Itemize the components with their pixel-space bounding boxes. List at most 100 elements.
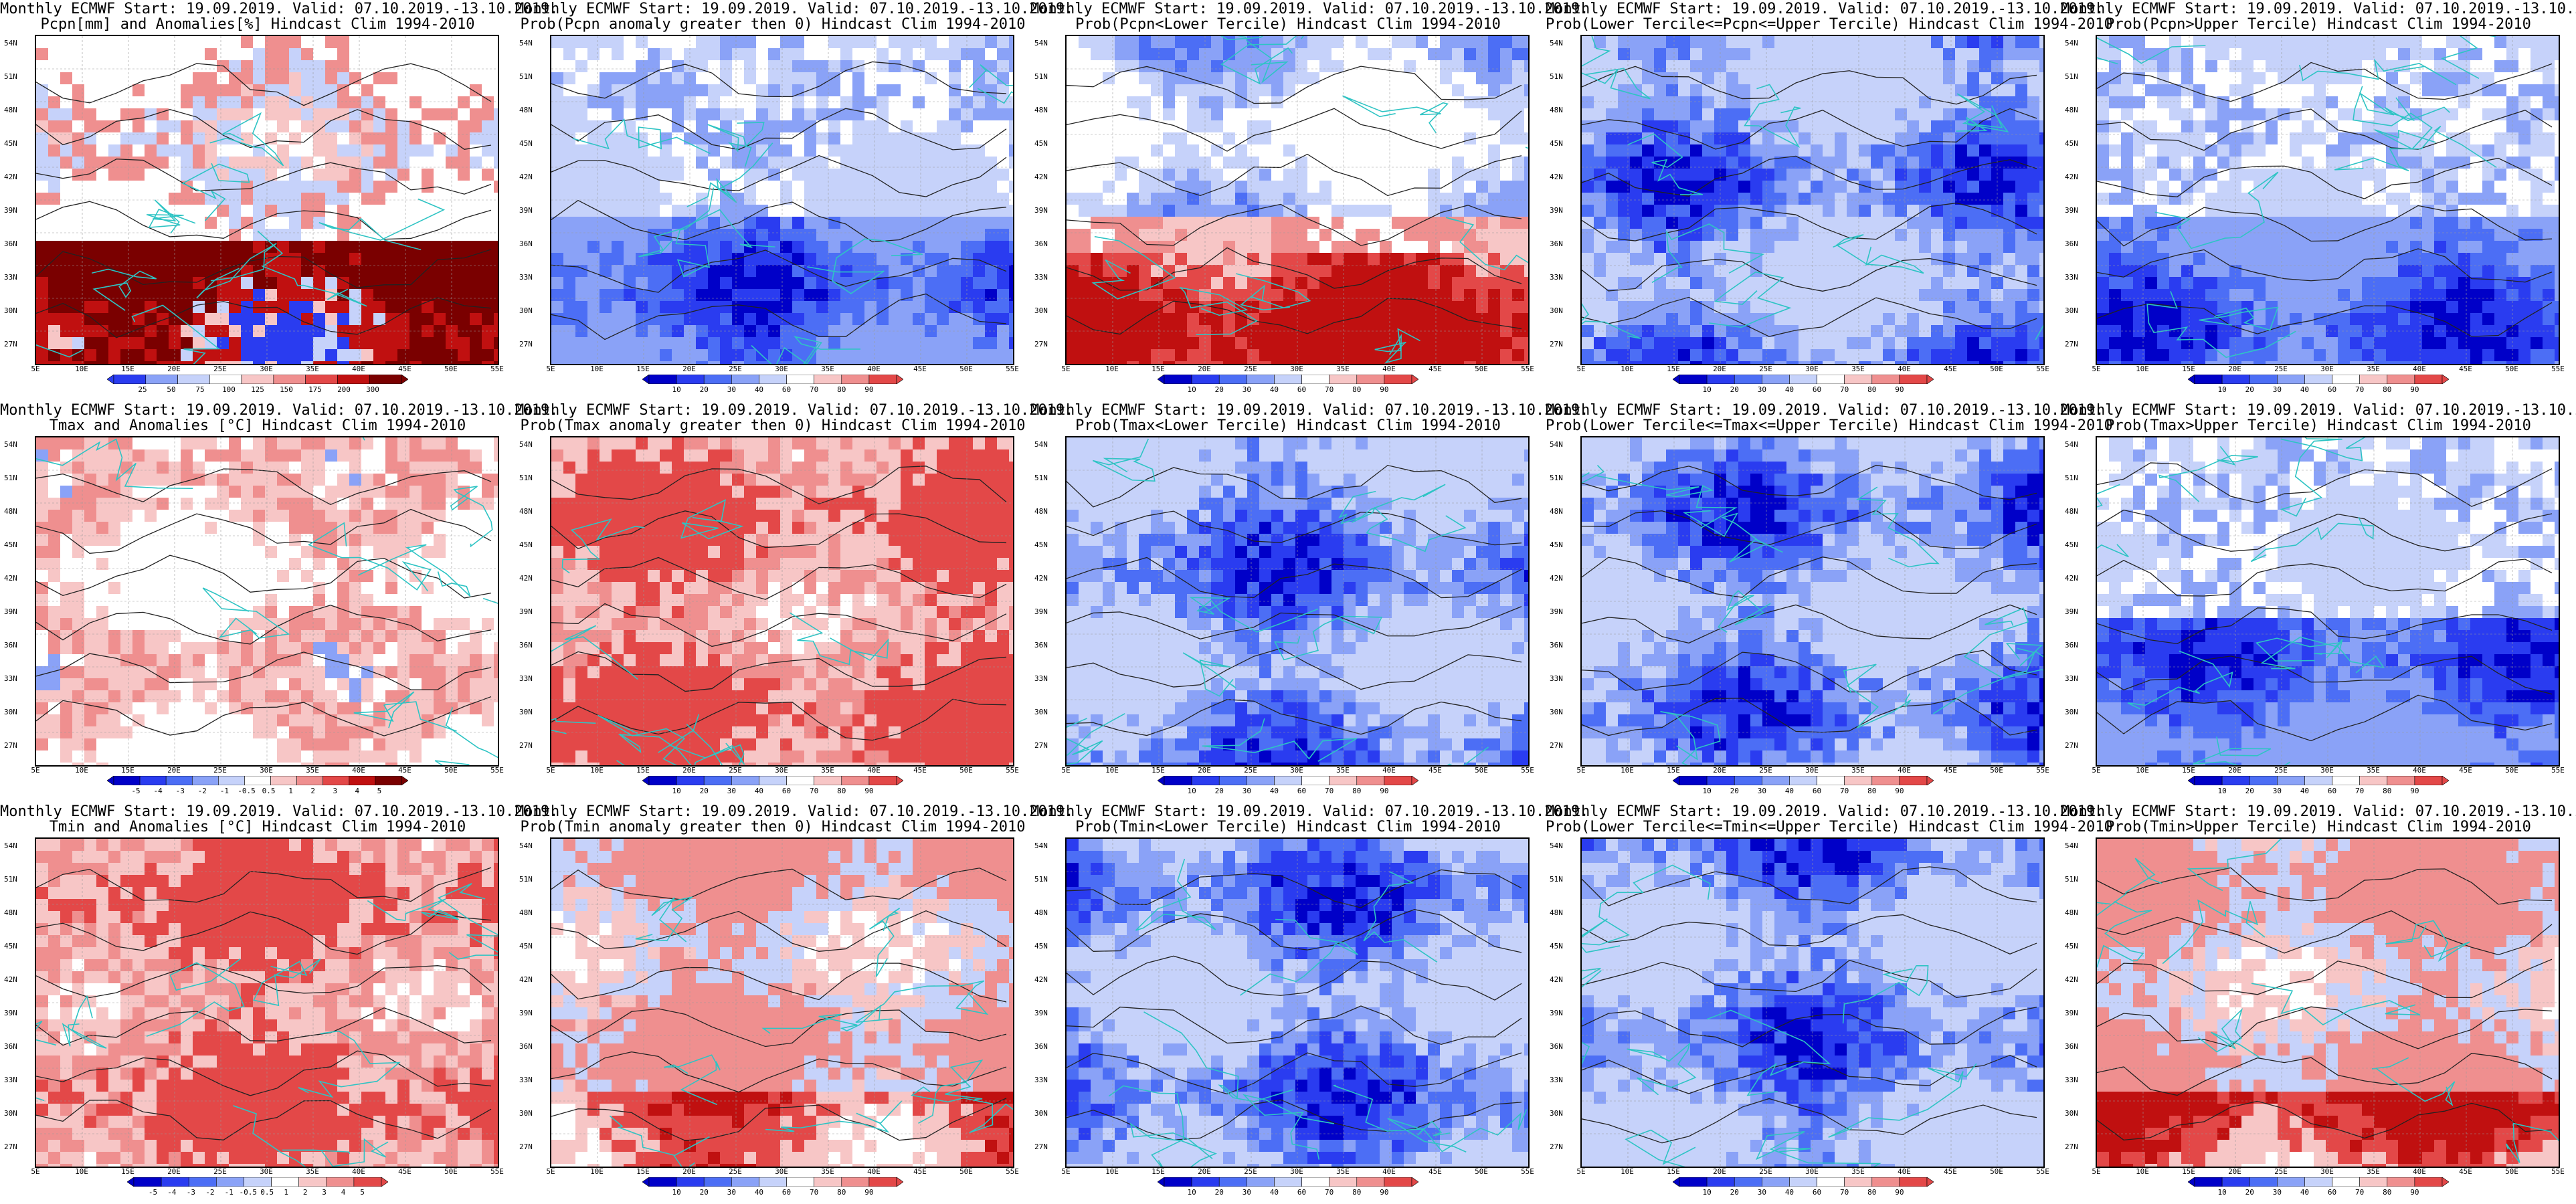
longitude-tick-label: 30E <box>1805 766 1819 775</box>
colorbar-tick-label: 10 <box>1187 385 1196 394</box>
longitude-tick-label: 5E <box>1576 365 1586 373</box>
latitude-tick-label: 36N <box>1034 641 1048 649</box>
colorbar-tick-label: 10 <box>1702 1188 1712 1197</box>
colorbar-tick-label: 70 <box>2355 385 2365 394</box>
latitude-tick-label: 45N <box>4 540 17 549</box>
longitude-tick-label: 20E <box>682 766 696 775</box>
colorbar-tick-label: 90 <box>1380 787 1389 795</box>
longitude-tick-label: 10E <box>2136 365 2149 373</box>
latitude-tick-label: 54N <box>2065 39 2078 47</box>
latitude-tick-label: 54N <box>519 440 533 449</box>
longitude-tick-label: 25E <box>1759 1167 1772 1176</box>
longitude-tick-label: 50E <box>1990 365 2003 373</box>
colorbar-tick-label: -3 <box>175 787 185 795</box>
forecast-map-canvas <box>2097 839 2559 1167</box>
colorbar-tick-label: 30 <box>727 1188 736 1197</box>
colorbar-tick-label: 0.5 <box>260 1188 274 1197</box>
longitude-tick-label: 15E <box>1667 365 1680 373</box>
latitude-tick-label: 48N <box>1034 106 1048 114</box>
latitude-tick-label: 45N <box>1034 139 1048 148</box>
colorbar <box>1673 776 1934 785</box>
colorbar-tick-label: 90 <box>1895 385 1904 394</box>
colorbar-tick-label: 75 <box>195 385 205 394</box>
colorbar-tick-label: 10 <box>2217 385 2227 394</box>
latitude-tick-label: 54N <box>2065 440 2078 449</box>
latitude-tick-label: 39N <box>1034 206 1048 215</box>
longitude-tick-label: 15E <box>2182 1167 2195 1176</box>
latitude-tick-label: 42N <box>2065 173 2078 181</box>
longitude-tick-label: 30E <box>775 365 788 373</box>
longitude-tick-label: 40E <box>1898 1167 1911 1176</box>
latitude-tick-label: 36N <box>4 1042 17 1051</box>
longitude-tick-label: 20E <box>167 1167 181 1176</box>
forecast-map-canvas <box>1582 437 2043 765</box>
longitude-tick-label: 50E <box>959 1167 973 1176</box>
panel-title-line1: Monthly ECMWF Start: 19.09.2019. Valid: … <box>515 402 1074 419</box>
colorbar-tick-label: 40 <box>2300 1188 2310 1197</box>
colorbar-tick-label: 25 <box>138 385 147 394</box>
panel-title-line2: Tmax and Anomalies [°C] Hindcast Clim 19… <box>49 417 466 434</box>
latitude-tick-label: 39N <box>4 206 17 215</box>
latitude-tick-label: 45N <box>519 139 533 148</box>
latitude-tick-label: 36N <box>1550 641 1563 649</box>
colorbar <box>107 776 408 785</box>
panel-title-line2: Prob(Tmin>Upper Tercile) Hindcast Clim 1… <box>2106 819 2531 835</box>
longitude-tick-label: 35E <box>2367 766 2380 775</box>
colorbar-tick-label: 10 <box>1702 385 1712 394</box>
colorbar-tick-label: 10 <box>672 385 681 394</box>
latitude-tick-label: 30N <box>2065 708 2078 716</box>
longitude-tick-label: 10E <box>1621 1167 1634 1176</box>
colorbar-tick-label: 70 <box>2355 1188 2365 1197</box>
longitude-tick-label: 30E <box>2320 766 2334 775</box>
panel-title-line1: Monthly ECMWF Start: 19.09.2019. Valid: … <box>0 1 559 17</box>
latitude-tick-label: 51N <box>2065 474 2078 482</box>
longitude-tick-label: 45E <box>1429 365 1442 373</box>
colorbar-tick-label: 20 <box>1730 1188 1739 1197</box>
latitude-tick-label: 27N <box>4 340 17 348</box>
latitude-tick-label: 36N <box>519 1042 533 1051</box>
latitude-tick-label: 30N <box>1034 708 1048 716</box>
colorbar-tick-label: 90 <box>1895 787 1904 795</box>
forecast-map-panel: Monthly ECMWF Start: 19.09.2019. Valid: … <box>1546 803 2113 1204</box>
longitude-tick-label: 20E <box>2228 1167 2241 1176</box>
longitude-tick-label: 15E <box>2182 365 2195 373</box>
colorbar-tick-label: 30 <box>2272 1188 2282 1197</box>
longitude-tick-label: 50E <box>444 766 458 775</box>
colorbar-tick-label: 20 <box>1214 787 1224 795</box>
longitude-tick-label: 10E <box>1105 766 1119 775</box>
panel-title-line1: Monthly ECMWF Start: 19.09.2019. Valid: … <box>1546 402 2104 419</box>
latitude-tick-label: 30N <box>519 306 533 315</box>
colorbar-tick-label: 90 <box>2410 1188 2419 1197</box>
colorbar-tick-label: 4 <box>355 787 360 795</box>
colorbar-tick-label: 5 <box>360 1188 365 1197</box>
colorbar-tick-label: 150 <box>280 385 293 394</box>
latitude-tick-label: 39N <box>4 1009 17 1017</box>
colorbar-tick-label: 50 <box>167 385 176 394</box>
latitude-tick-label: 51N <box>2065 875 2078 884</box>
longitude-tick-label: 5E <box>1061 365 1071 373</box>
panel-title-line1: Monthly ECMWF Start: 19.09.2019. Valid: … <box>1030 402 1589 419</box>
latitude-tick-label: 39N <box>1034 607 1048 616</box>
longitude-tick-label: 55E <box>2551 766 2565 775</box>
latitude-tick-label: 36N <box>1550 1042 1563 1051</box>
longitude-tick-label: 25E <box>213 766 227 775</box>
forecast-map-canvas <box>36 839 498 1167</box>
colorbar <box>2188 1177 2449 1187</box>
latitude-tick-label: 54N <box>1034 841 1048 850</box>
panel-title-line2: Prob(Tmin<Lower Tercile) Hindcast Clim 1… <box>1075 819 1501 835</box>
longitude-tick-label: 45E <box>398 766 411 775</box>
longitude-tick-label: 5E <box>31 365 40 373</box>
latitude-tick-label: 54N <box>519 841 533 850</box>
longitude-tick-label: 5E <box>546 1167 555 1176</box>
latitude-tick-label: 39N <box>519 607 533 616</box>
colorbar-tick-label: -0.5 <box>238 787 256 795</box>
latitude-tick-label: 33N <box>4 273 17 282</box>
colorbar-tick-label: 4 <box>341 1188 346 1197</box>
longitude-tick-label: 55E <box>1006 766 1019 775</box>
colorbar-tick-label: 20 <box>699 385 709 394</box>
panel-title-line2: Prob(Tmax anomaly greater then 0) Hindca… <box>520 417 1026 434</box>
latitude-tick-label: 30N <box>519 708 533 716</box>
panel-title-line2: Prob(Tmin anomaly greater then 0) Hindca… <box>520 819 1026 835</box>
forecast-map-canvas <box>551 36 1013 364</box>
panel-title-line1: Monthly ECMWF Start: 19.09.2019. Valid: … <box>515 1 1074 17</box>
